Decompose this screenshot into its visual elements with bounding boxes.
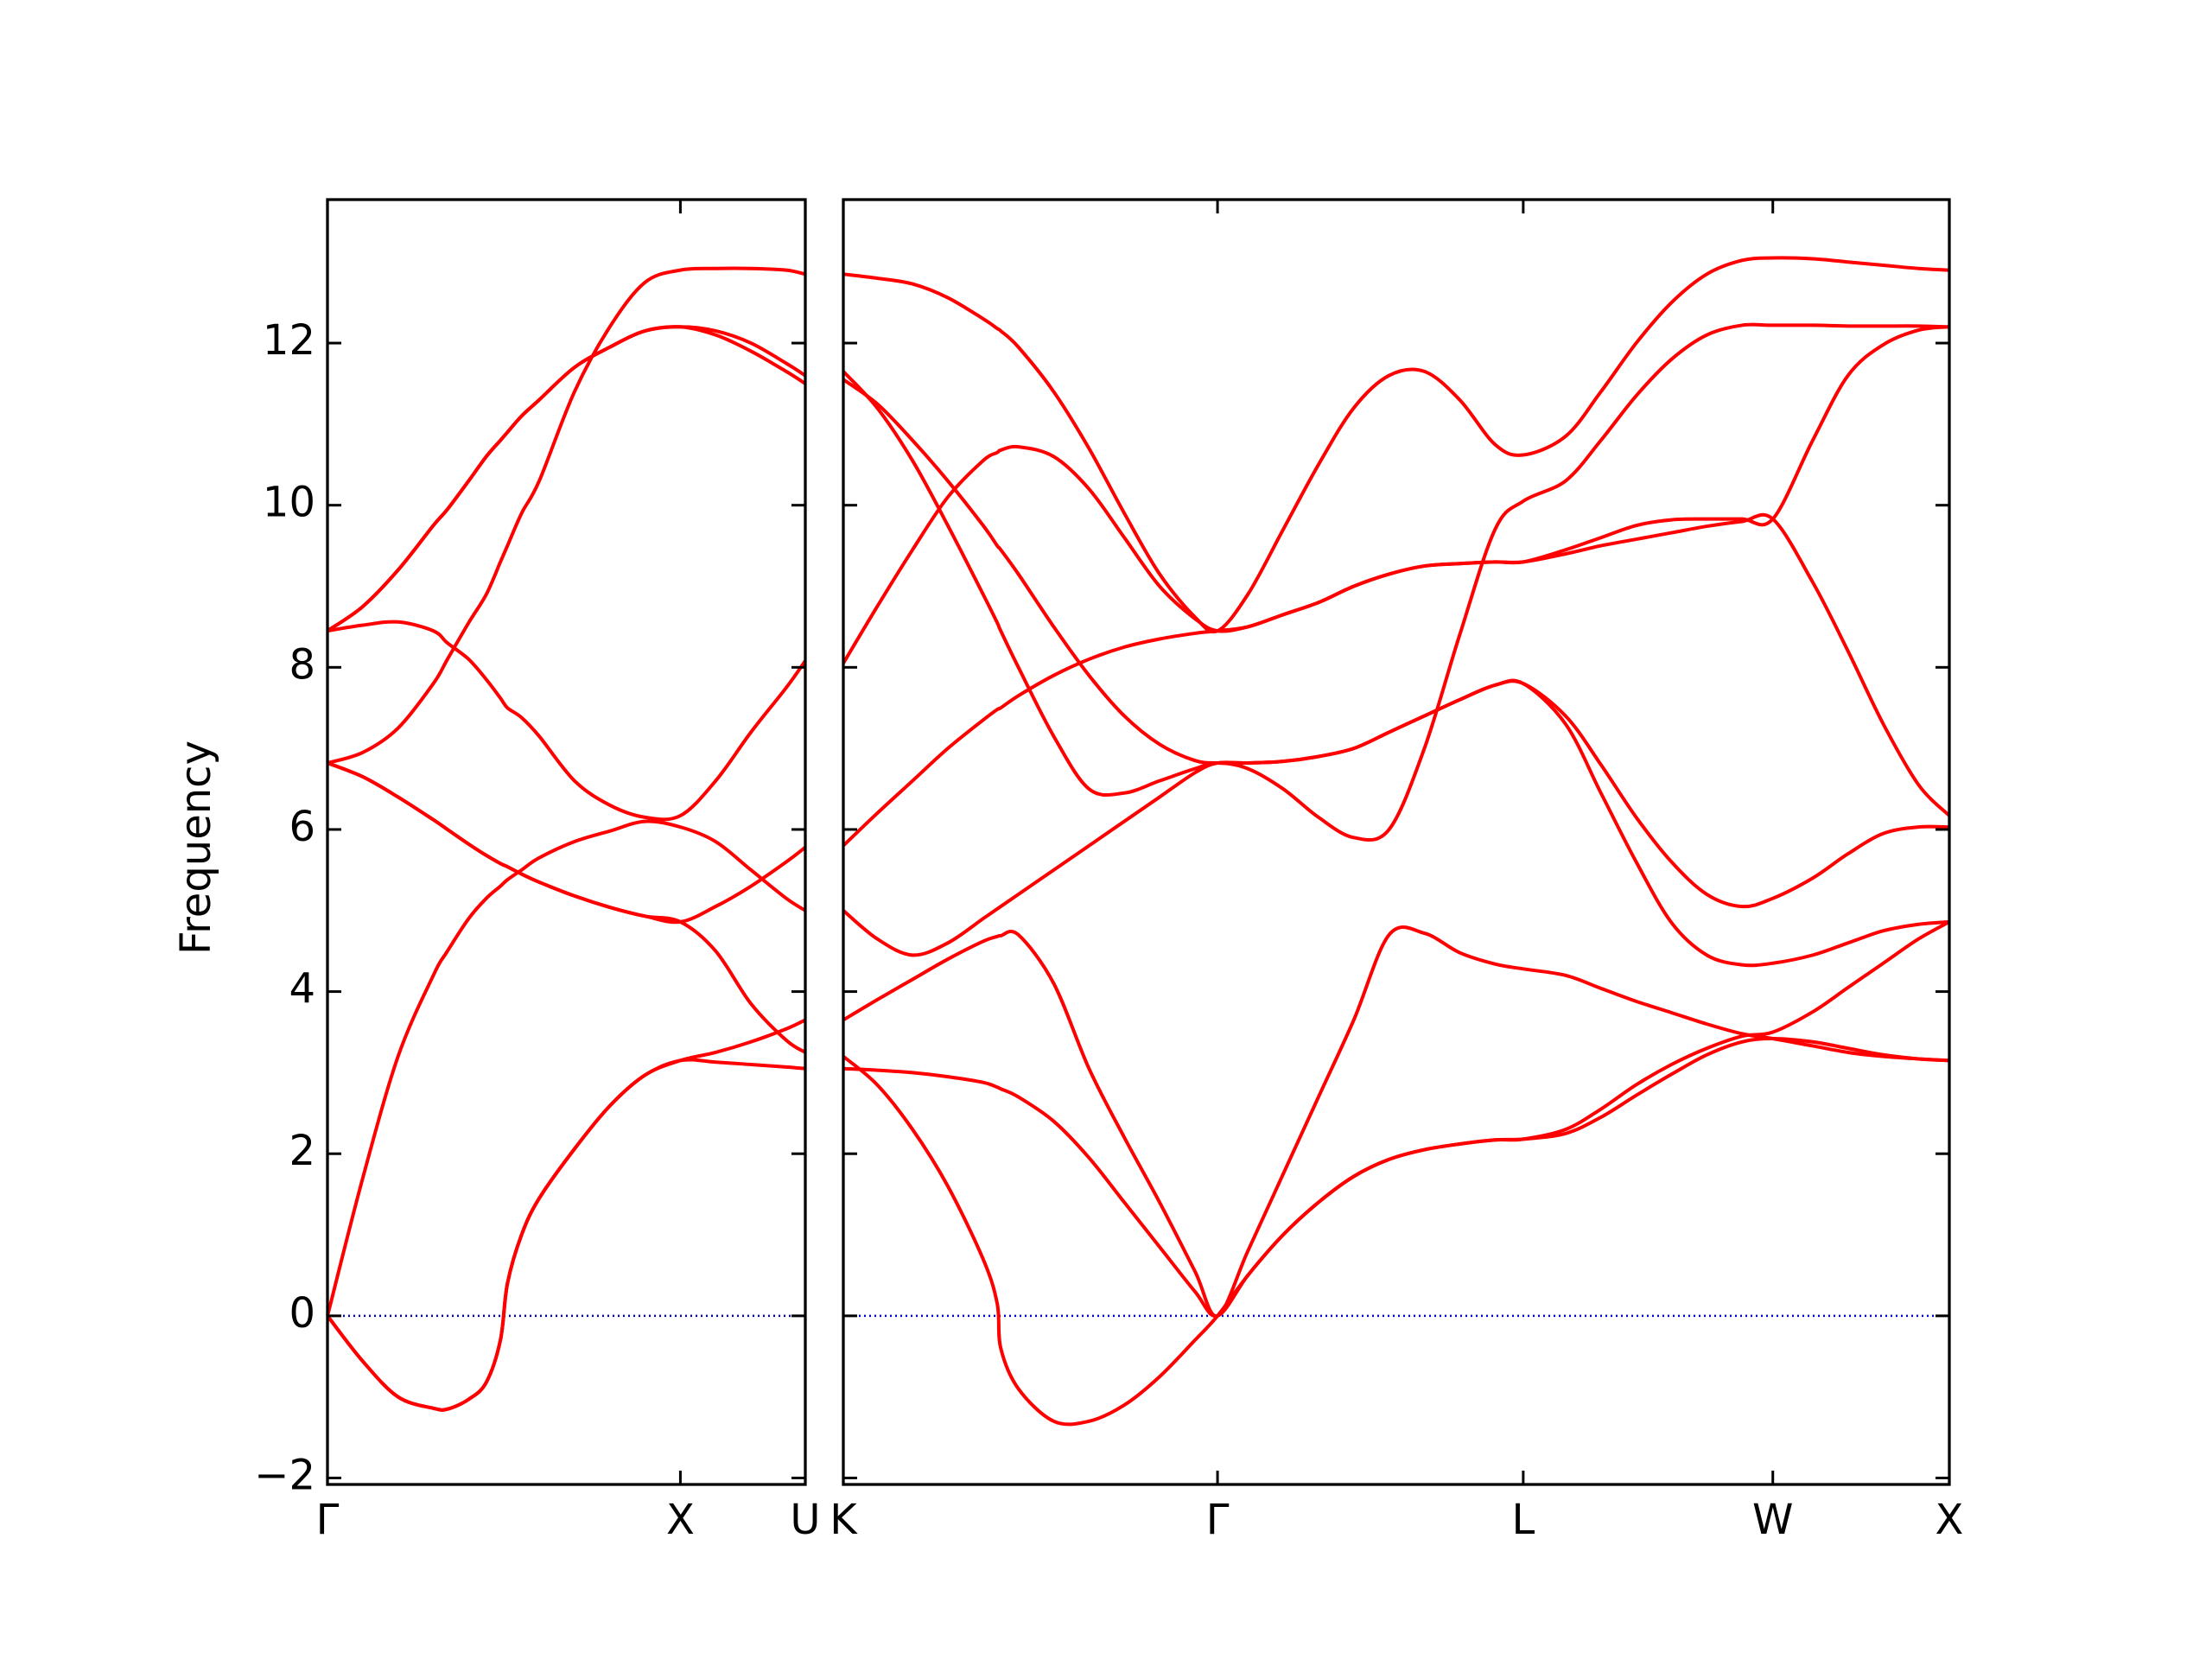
band-line xyxy=(326,325,807,632)
band-line xyxy=(842,1037,1950,1427)
x-tick-label: K xyxy=(830,1496,858,1544)
x-tick-label: U xyxy=(790,1496,820,1544)
y-axis-label: Frequency xyxy=(172,741,220,955)
y-tick-label: −2 xyxy=(254,1451,315,1499)
band-line xyxy=(327,761,807,1054)
band-line xyxy=(326,1018,806,1412)
band-line xyxy=(842,322,1950,842)
y-tick-label: 10 xyxy=(263,479,315,527)
x-tick-label: Γ xyxy=(316,1496,340,1544)
band-line xyxy=(842,256,1950,634)
x-tick-label: L xyxy=(1512,1496,1535,1544)
x-tick-label: X xyxy=(666,1496,695,1544)
y-tick-label: 4 xyxy=(289,965,315,1014)
y-tick-label: 12 xyxy=(263,316,315,365)
x-tick-label: W xyxy=(1752,1496,1793,1544)
band-line xyxy=(842,512,1951,848)
x-tick-label: Γ xyxy=(1206,1496,1230,1544)
y-tick-label: 8 xyxy=(289,640,315,689)
y-tick-label: 2 xyxy=(289,1127,315,1175)
band-line xyxy=(326,819,807,1317)
y-tick-label: 0 xyxy=(289,1289,315,1338)
x-tick-label: X xyxy=(1936,1496,1964,1544)
band-line xyxy=(327,266,806,765)
band-line xyxy=(842,678,1950,968)
plot-frame xyxy=(326,198,807,1486)
plot-frame xyxy=(842,198,1951,1486)
band-line xyxy=(842,925,1950,1318)
y-tick-label: 6 xyxy=(289,803,315,851)
band-line xyxy=(327,620,807,822)
